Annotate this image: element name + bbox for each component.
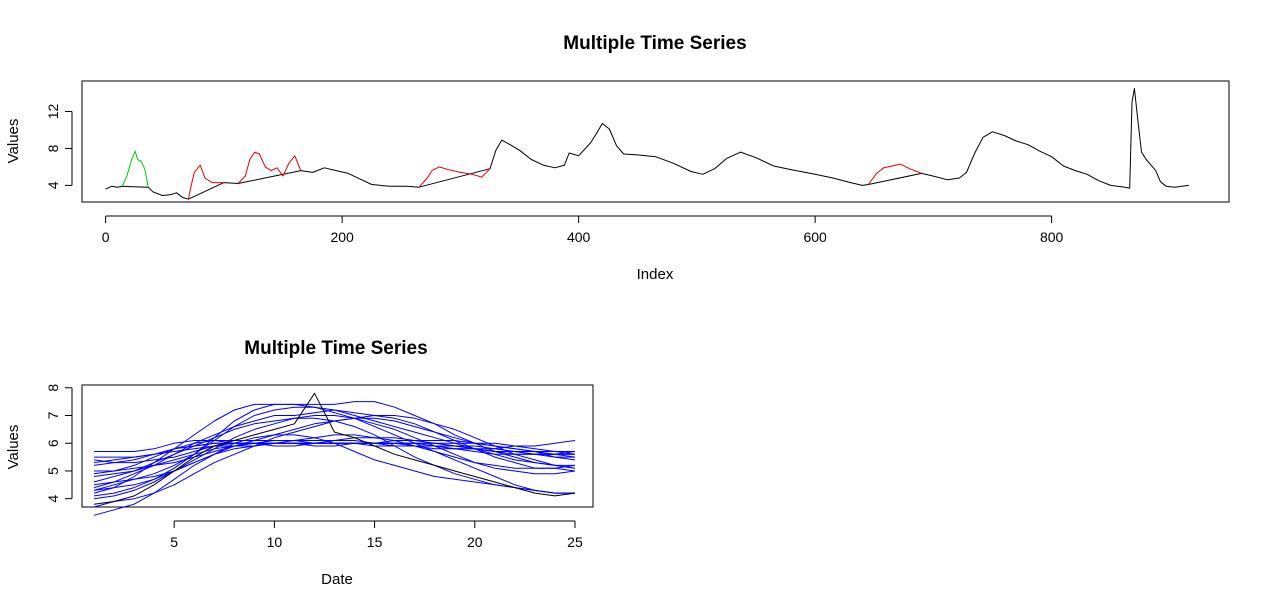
bottom-x-axis: 5 10 15 20 25 xyxy=(170,520,583,550)
top-x-tick-label: 600 xyxy=(803,229,827,245)
bottom-x-tick-label: 5 xyxy=(170,534,178,550)
bottom-y-tick-label: 4 xyxy=(45,495,61,503)
bottom-y-tick-label: 6 xyxy=(45,439,61,447)
bottom-series-line-18 xyxy=(93,392,576,505)
top-y-tick-label: 8 xyxy=(45,144,61,152)
top-x-tick-label: 0 xyxy=(102,229,110,245)
top-x-tick-label: 800 xyxy=(1040,229,1064,245)
top-series-line-5 xyxy=(867,163,922,185)
bottom-chart-title: Multiple Time Series xyxy=(244,338,427,359)
bottom-series-group xyxy=(93,392,576,516)
bottom-y-axis: 4 5 6 7 8 xyxy=(45,384,73,503)
top-x-axis-label: Index xyxy=(637,266,674,283)
top-plot-frame xyxy=(81,80,1230,203)
top-y-axis: 4 8 12 xyxy=(45,103,73,189)
bottom-series-line-10 xyxy=(93,417,575,494)
bottom-y-tick-label: 8 xyxy=(45,384,61,392)
top-series-line-0 xyxy=(105,87,1189,200)
bottom-x-tick-label: 10 xyxy=(267,534,283,550)
bottom-y-axis-label: Values xyxy=(5,425,22,470)
bottom-plot-frame xyxy=(81,384,594,508)
top-series-line-2 xyxy=(187,164,224,200)
bottom-x-axis-label: Date xyxy=(321,571,353,588)
top-y-axis-label: Values xyxy=(5,119,22,164)
top-y-tick-label: 12 xyxy=(45,103,61,119)
top-series-line-1 xyxy=(121,150,149,188)
bottom-x-tick-label: 25 xyxy=(567,534,583,550)
bottom-series-line-7 xyxy=(93,406,576,491)
bottom-series-line-13 xyxy=(93,437,576,475)
bottom-series-line-6 xyxy=(93,401,575,494)
top-series-line-3 xyxy=(237,151,302,184)
bottom-series-line-8 xyxy=(93,403,575,497)
top-x-tick-label: 400 xyxy=(567,229,591,245)
top-x-tick-label: 200 xyxy=(330,229,354,245)
bottom-y-tick-label: 5 xyxy=(45,467,61,475)
top-series-line-4 xyxy=(418,166,491,188)
bottom-series-line-12 xyxy=(93,434,576,486)
bottom-x-tick-label: 15 xyxy=(367,534,383,550)
bottom-x-tick-label: 20 xyxy=(467,534,483,550)
top-y-tick-label: 4 xyxy=(45,181,61,189)
top-chart-title: Multiple Time Series xyxy=(563,33,746,54)
top-series-group xyxy=(105,87,1189,200)
bottom-y-tick-label: 7 xyxy=(45,411,61,419)
bottom-series-line-9 xyxy=(93,415,576,508)
top-x-axis: 0 200 400 600 800 xyxy=(102,215,1064,245)
